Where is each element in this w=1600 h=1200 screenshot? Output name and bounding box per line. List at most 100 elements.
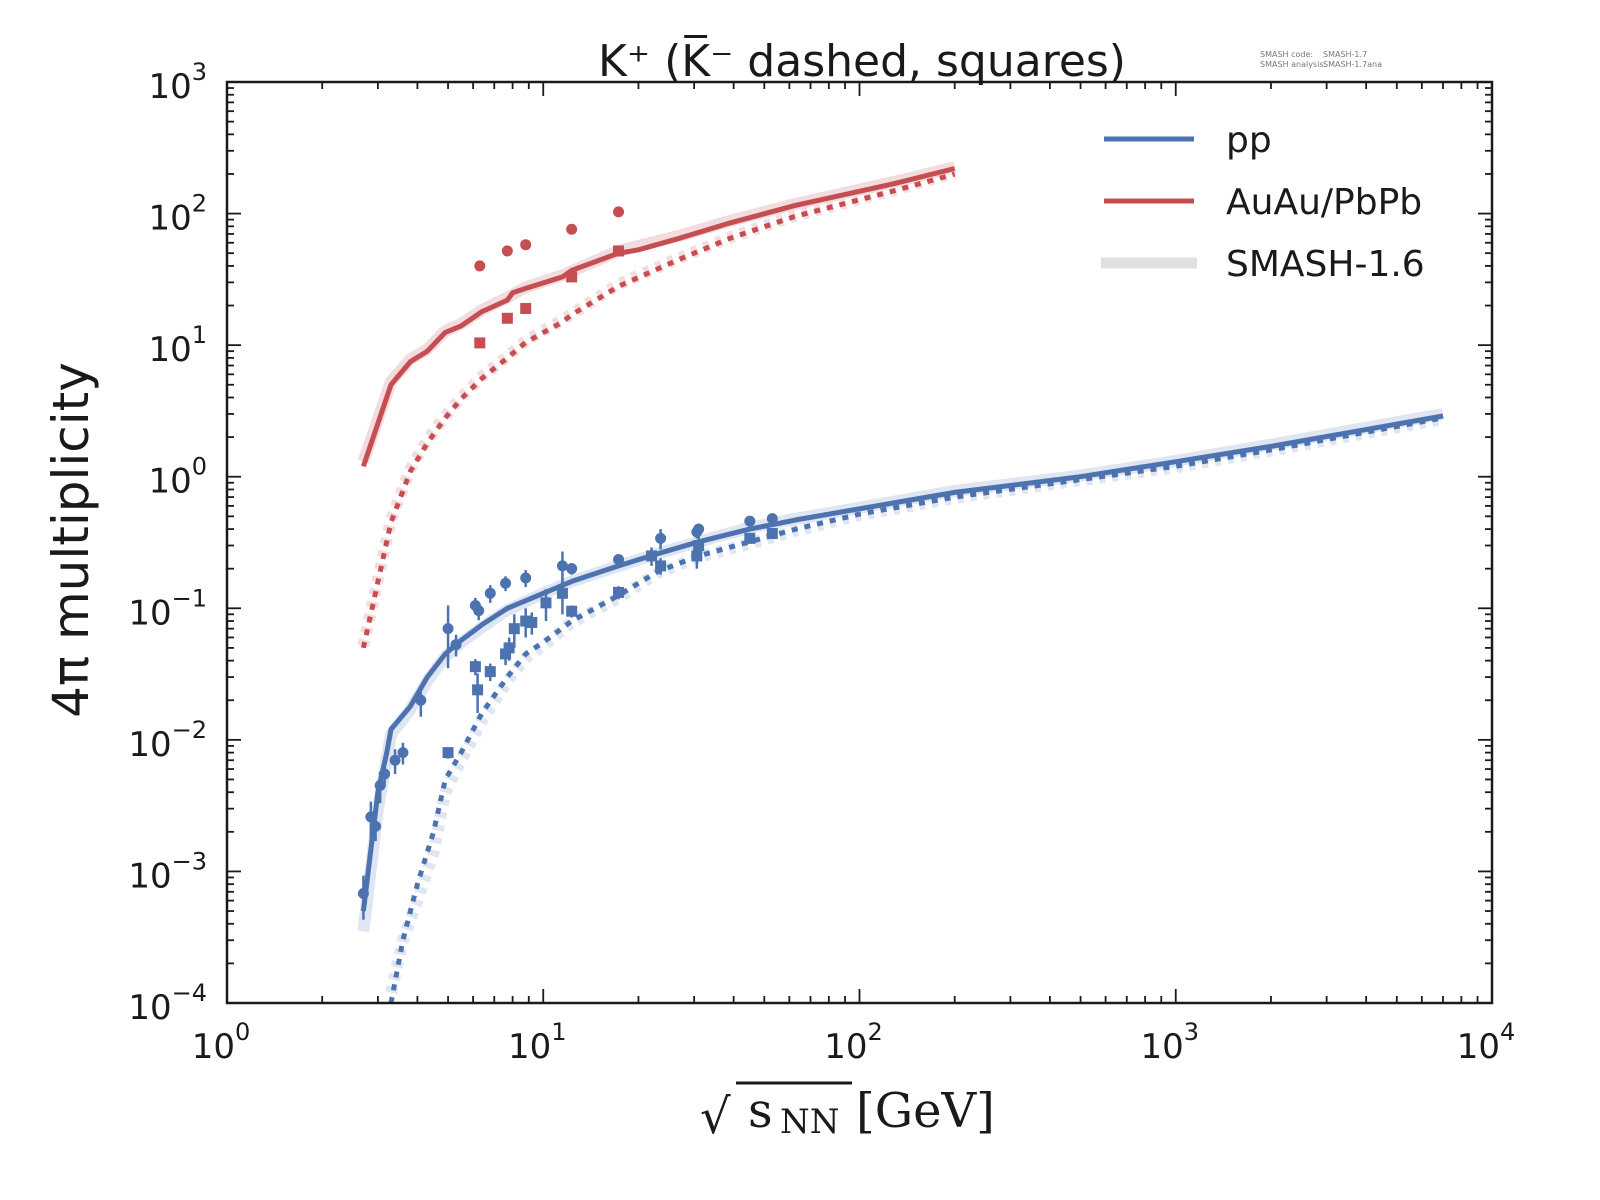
data-point-pp-circle <box>442 623 454 635</box>
data-point-pp-circle <box>766 513 778 525</box>
y-tick-base: 10 <box>128 725 171 765</box>
x-tick-exp: 0 <box>235 1018 250 1046</box>
y-tick-base: 10 <box>148 67 191 107</box>
data-point-pp-circle <box>556 560 568 572</box>
data-point-pp-circle <box>365 811 377 823</box>
data-point-pp-square <box>500 648 512 660</box>
series-line-auau-Kplus-old-solid <box>357 161 957 464</box>
data-point-auau-square <box>520 302 532 314</box>
data-point-pp-square <box>766 528 778 540</box>
legend-label: SMASH-1.6 <box>1226 244 1425 285</box>
data-point-pp-circle <box>484 587 496 599</box>
y-tick-base: 10 <box>128 856 171 896</box>
series-line-auau-Kplus-solid <box>361 166 956 468</box>
data-point-pp-square <box>540 597 552 609</box>
series-line-auau-Kminus-old-dashed <box>357 166 957 647</box>
data-point-auau-square <box>613 245 625 257</box>
series-line-pp-Kplus-old-solid <box>357 407 1445 933</box>
data-point-auau-square <box>501 312 513 324</box>
y-tick-exp: −3 <box>172 847 207 875</box>
y-tick-base: 10 <box>128 593 171 633</box>
chart-title: K⁺ (K̅⁻ dashed, squares) <box>598 33 1126 87</box>
x-tick-label: 101 <box>508 1018 567 1067</box>
y-tick-label: 10−4 <box>128 979 207 1028</box>
info-code-val: SMASH-1.7 <box>1323 50 1367 59</box>
data-point-auau-square <box>474 337 486 349</box>
data-point-pp-circle <box>520 572 532 584</box>
data-point-pp-square <box>469 661 481 673</box>
y-tick-label: 102 <box>148 190 207 239</box>
x-tick-exp: 1 <box>551 1018 566 1046</box>
y-tick-base: 10 <box>148 330 191 370</box>
y-tick-label: 10−3 <box>128 847 207 896</box>
data-point-pp-circle <box>450 639 462 651</box>
x-axis-label-unit: [GeV] <box>856 1083 995 1139</box>
data-point-pp-circle <box>473 605 485 617</box>
info-code-key: SMASH code: <box>1260 50 1313 59</box>
x-tick-exp: 3 <box>1184 1018 1199 1046</box>
data-point-pp-square <box>655 560 667 572</box>
y-tick-exp: −1 <box>172 584 207 612</box>
y-tick-label: 103 <box>148 58 207 107</box>
data-point-pp-circle <box>744 515 756 527</box>
data-point-pp-square <box>566 605 578 617</box>
data-point-pp-circle <box>374 779 386 791</box>
y-tick-exp: −4 <box>172 979 207 1007</box>
y-tick-exp: 3 <box>192 58 207 86</box>
data-point-pp-square <box>526 616 538 628</box>
x-tick-exp: 4 <box>1500 1018 1515 1046</box>
data-point-pp-square <box>744 532 756 544</box>
x-axis-label-radical: √ <box>700 1089 731 1145</box>
series-line-pp-Kminus-dashed <box>388 415 1444 1003</box>
x-tick-exp: 2 <box>867 1018 882 1046</box>
y-tick-label: 10−1 <box>128 584 207 633</box>
y-tick-base: 10 <box>148 462 191 502</box>
x-tick-label: 103 <box>1140 1018 1199 1067</box>
series-line-pp-Kminus-old-dashed <box>385 412 1445 994</box>
y-axis-label: 4π multiplicity <box>42 362 100 718</box>
data-point-pp-circle <box>693 523 705 535</box>
y-tick-exp: 0 <box>192 453 207 481</box>
data-point-pp-circle <box>655 532 667 544</box>
data-point-pp-square <box>484 666 496 678</box>
x-axis-label-s: s <box>748 1083 773 1139</box>
data-point-auau-circle <box>613 206 625 218</box>
x-tick-label: 104 <box>1457 1018 1516 1067</box>
x-tick-base: 10 <box>1457 1027 1500 1067</box>
x-axis-label-sub: NN <box>780 1102 840 1142</box>
data-point-pp-circle <box>613 553 625 565</box>
data-point-pp-circle <box>370 820 382 832</box>
data-point-pp-square <box>442 747 454 759</box>
data-point-pp-square <box>503 642 515 654</box>
x-axis-ticks: 100 101 102 103 104 <box>192 82 1516 1067</box>
info-annotation: SMASH code: SMASH-1.7 SMASH analysis: SM… <box>1260 50 1382 69</box>
y-tick-exp: −2 <box>172 716 207 744</box>
data-point-auau-circle <box>520 239 532 251</box>
data-point-auau-circle <box>501 245 513 257</box>
data-point-pp-circle <box>357 887 369 899</box>
y-tick-label: 101 <box>148 321 207 370</box>
legend-label: AuAu/PbPb <box>1226 182 1422 223</box>
data-point-pp-square <box>520 615 532 627</box>
data-point-auau-circle <box>566 223 578 235</box>
data-point-pp-square <box>556 587 568 599</box>
y-tick-label: 100 <box>148 453 207 502</box>
data-point-pp-square <box>613 586 625 598</box>
info-analysis-key: SMASH analysis: <box>1260 60 1326 69</box>
x-axis-label: √ s NN [GeV] <box>700 1081 995 1145</box>
info-analysis-val: SMASH-1.7ana <box>1323 60 1382 69</box>
data-point-pp-circle <box>389 754 401 766</box>
data-point-pp-square <box>693 540 705 552</box>
data-point-pp-circle <box>379 768 391 780</box>
data-point-pp-circle <box>415 694 427 706</box>
y-tick-exp: 1 <box>192 321 207 349</box>
data-point-pp-circle <box>566 563 578 575</box>
x-tick-base: 10 <box>824 1027 867 1067</box>
x-tick-base: 10 <box>508 1027 551 1067</box>
data-point-pp-square <box>646 550 658 562</box>
data-point-pp-circle <box>500 577 512 589</box>
x-tick-label: 100 <box>192 1018 251 1067</box>
x-tick-label: 102 <box>824 1018 883 1067</box>
